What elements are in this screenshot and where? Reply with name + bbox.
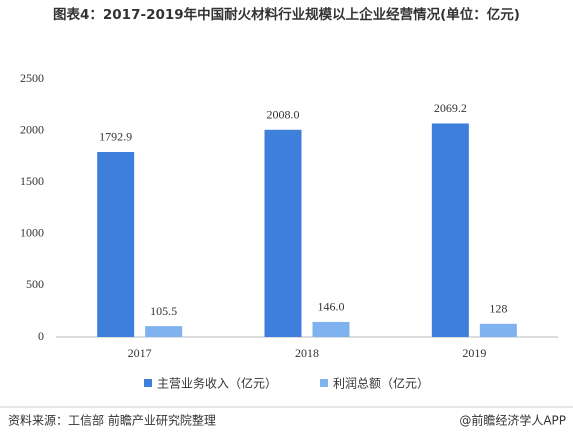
value-label: 146.0 [318,300,345,314]
bar [312,321,350,337]
y-tick-label: 2500 [20,71,44,85]
y-tick-label: 2000 [20,122,44,136]
y-tick-label: 1500 [20,174,44,188]
brand: @前瞻经济学人APP [459,413,566,428]
y-tick-label: 1000 [20,226,44,240]
value-label: 1792.9 [99,130,132,144]
chart-title: 图表4：2017-2019年中国耐火材料行业规模以上企业经营情况(单位：亿元) [53,7,520,23]
value-label: 2008.0 [267,108,300,122]
x-tick-label: 2019 [462,346,486,360]
bar [97,151,135,337]
legend-label: 利润总额（亿元） [333,376,429,391]
bar [431,123,469,337]
bar [479,323,517,337]
source: 资料来源：工信部 前瞻产业研究院整理 [8,413,216,428]
legend-swatch [320,379,328,387]
x-tick-label: 2017 [128,346,152,360]
legend-swatch [144,379,152,387]
y-tick-label: 0 [38,329,44,343]
legend-label: 主营业务收入（亿元） [157,376,277,391]
value-label: 105.5 [150,304,177,318]
value-label: 2069.2 [434,101,467,115]
x-tick-label: 2018 [295,346,319,360]
value-label: 128 [489,302,507,316]
y-tick-label: 500 [26,277,44,291]
bar [264,129,302,337]
bar [145,326,183,337]
